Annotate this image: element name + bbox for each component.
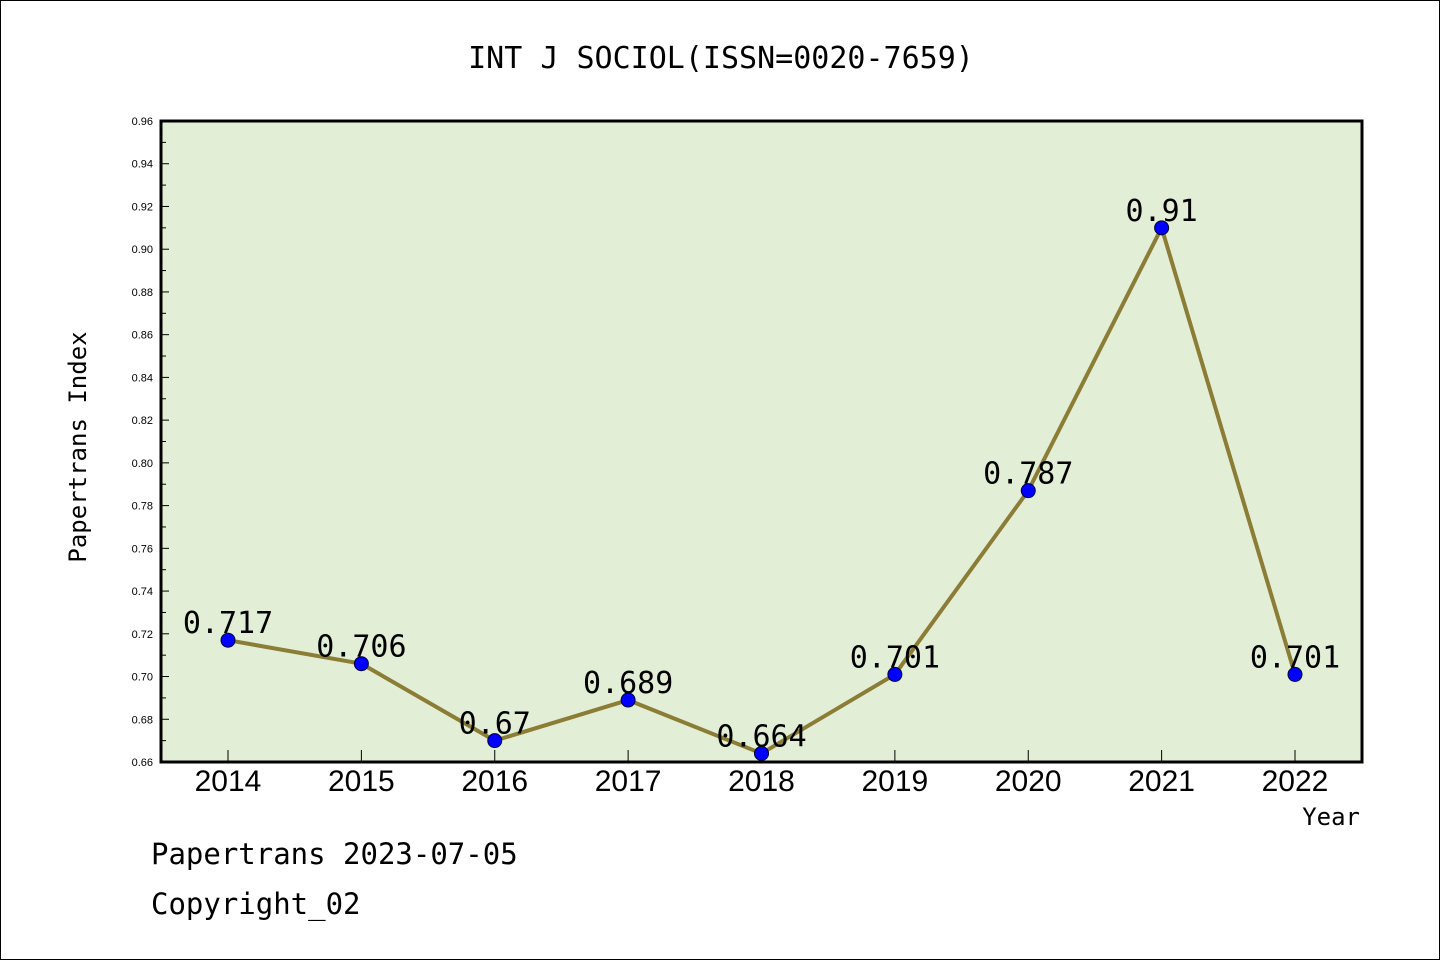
data-markers bbox=[220, 220, 1303, 761]
footer-date: Papertrans 2023-07-05 bbox=[151, 837, 518, 871]
data-label: 0.664 bbox=[716, 719, 806, 754]
data-label: 0.91 bbox=[1126, 194, 1198, 229]
y-tick-label: 0.86 bbox=[132, 330, 153, 342]
data-label: 0.689 bbox=[583, 666, 673, 701]
y-tick-label: 0.80 bbox=[132, 458, 153, 470]
y-axis-label: Papertrans Index bbox=[64, 331, 92, 562]
x-tick-label: 2017 bbox=[595, 765, 662, 798]
y-tick-label: 0.66 bbox=[132, 757, 153, 769]
x-axis: 2014 2015 2016 2017 2018 2019 2020 2021 2022 bbox=[195, 750, 1329, 798]
data-label: 0.701 bbox=[850, 640, 940, 675]
data-labels: 0.717 0.706 0.67 0.689 0.664 0.701 0.787 0.91 0.… bbox=[183, 194, 1340, 755]
y-tick-label: 0.82 bbox=[132, 415, 153, 427]
x-tick-label: 2018 bbox=[728, 765, 795, 798]
y-tick-label: 0.72 bbox=[132, 629, 153, 641]
x-tick-label: 2015 bbox=[328, 765, 395, 798]
x-tick-label: 2016 bbox=[461, 765, 528, 798]
x-tick-label: 2020 bbox=[995, 765, 1062, 798]
data-point bbox=[1287, 666, 1303, 682]
x-tick-label: 2022 bbox=[1262, 765, 1329, 798]
data-point bbox=[754, 745, 769, 761]
x-tick-label: 2019 bbox=[862, 765, 929, 798]
data-point bbox=[220, 632, 236, 648]
x-tick-label: 2021 bbox=[1128, 765, 1195, 798]
y-tick-label: 0.78 bbox=[132, 501, 153, 513]
y-tick-label: 0.70 bbox=[132, 672, 153, 684]
data-point bbox=[1154, 220, 1170, 236]
footer-copyright: Copyright_02 bbox=[151, 887, 361, 921]
x-tick-label: 2014 bbox=[195, 765, 262, 798]
data-label: 0.67 bbox=[459, 707, 531, 742]
y-tick-label: 0.84 bbox=[132, 372, 153, 384]
data-point bbox=[353, 656, 369, 672]
plot-border bbox=[159, 119, 1364, 764]
y-axis: 0.66 0.68 0.70 0.72 0.74 0.76 0.78 0.80 0.82 0.84… bbox=[132, 116, 169, 769]
y-tick-label: 0.74 bbox=[132, 586, 153, 598]
data-point bbox=[620, 692, 636, 708]
y-tick-label: 0.94 bbox=[132, 159, 153, 171]
data-label: 0.787 bbox=[983, 457, 1073, 492]
data-label: 0.701 bbox=[1250, 640, 1340, 675]
data-point bbox=[887, 666, 903, 682]
x-axis-label: Year bbox=[1302, 803, 1360, 831]
data-label: 0.717 bbox=[183, 606, 273, 641]
chart-title: INT J SOCIOL(ISSN=0020-7659) bbox=[468, 41, 974, 76]
y-tick-label: 0.90 bbox=[132, 244, 153, 256]
y-tick-label: 0.68 bbox=[132, 714, 153, 726]
data-label: 0.706 bbox=[316, 630, 406, 665]
data-point bbox=[1020, 483, 1036, 499]
y-tick-label: 0.96 bbox=[132, 116, 153, 128]
data-point bbox=[487, 733, 503, 749]
y-tick-label: 0.92 bbox=[132, 201, 153, 213]
y-tick-label: 0.76 bbox=[132, 543, 153, 555]
y-tick-label: 0.88 bbox=[132, 287, 153, 299]
